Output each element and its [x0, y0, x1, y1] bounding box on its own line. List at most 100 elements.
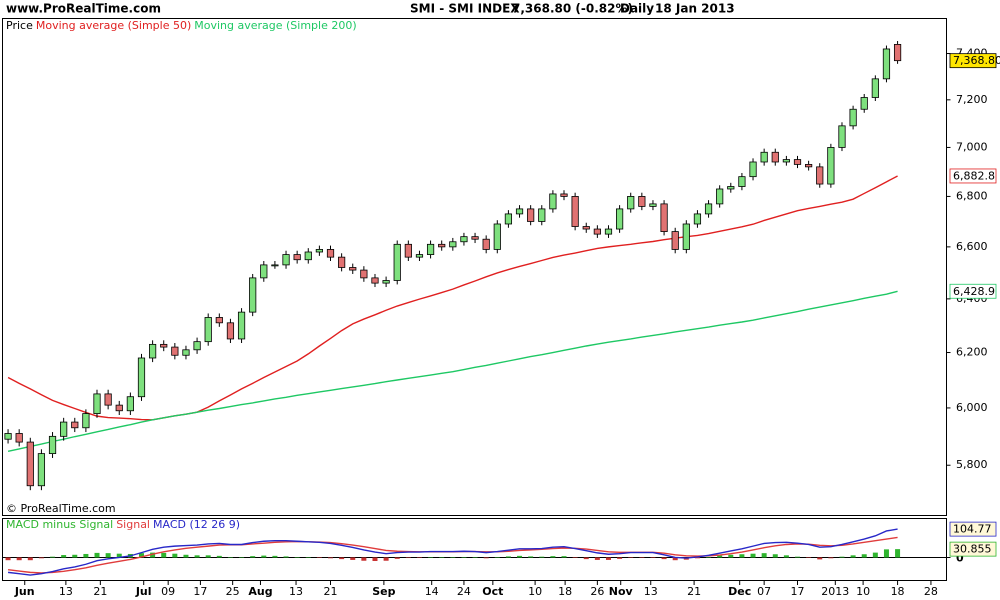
histogram-bar [561, 556, 567, 558]
x-tick-label: Dec [728, 585, 751, 598]
histogram-bar [83, 553, 89, 558]
candle-body [471, 236, 479, 240]
histogram-bar [895, 549, 901, 558]
candle-body [93, 393, 101, 414]
histogram-bar [628, 557, 634, 558]
x-tick-label: 21 [324, 585, 338, 598]
candle-body [693, 213, 702, 225]
moving-average-line [7, 290, 898, 452]
legend-entry: Moving average (Simple 50) [36, 19, 191, 32]
histogram-bar [772, 554, 778, 558]
histogram-bar [761, 553, 767, 558]
candle-body [749, 161, 757, 178]
candle-body [26, 441, 34, 487]
histogram-bar [795, 556, 801, 558]
histogram-bar [539, 556, 545, 558]
x-tick-label: 17 [193, 585, 207, 598]
y-tick-label: 6,800 [956, 189, 988, 202]
histogram-bar [706, 556, 712, 558]
histogram-bar [372, 557, 378, 562]
last-value-label: 104.77 [953, 523, 992, 536]
x-tick-label: 2013 [821, 585, 849, 598]
histogram-bar [617, 557, 623, 559]
x-tick-label: 07 [757, 585, 771, 598]
histogram-bar [150, 552, 156, 558]
candle-body [193, 341, 201, 351]
histogram-bar [405, 557, 411, 559]
histogram-bar [817, 557, 823, 560]
histogram-bar [27, 557, 33, 561]
candle-body [638, 196, 646, 207]
y-tick-label: 5,800 [956, 458, 988, 471]
candle-body [805, 164, 813, 168]
legend-entry: MACD minus Signal [6, 518, 113, 531]
candle-body [293, 254, 301, 261]
x-tick-label: 10 [856, 585, 870, 598]
histogram-bar [283, 556, 289, 558]
candle-body [360, 269, 368, 279]
histogram-bar [261, 555, 267, 558]
histogram-bar [839, 556, 845, 558]
candle-body [560, 193, 568, 197]
candle-body [382, 280, 390, 284]
histogram-bar [461, 557, 467, 558]
x-tick-label: 18 [558, 585, 572, 598]
histogram-bar [583, 557, 589, 560]
candle-body [793, 159, 802, 165]
candle-body [649, 203, 657, 207]
candle-body [249, 277, 257, 313]
histogram-bar [350, 557, 356, 560]
candle-body [149, 343, 157, 359]
candle-body [704, 203, 713, 215]
histogram-bar [739, 554, 745, 558]
histogram-bar [639, 557, 645, 558]
x-tick-label: 10 [528, 585, 542, 598]
candle-body [582, 226, 590, 230]
candle-body [371, 277, 379, 284]
period: Daily [620, 2, 654, 16]
y-tick-label: 7,000 [956, 140, 988, 153]
candle-body [104, 393, 112, 406]
histogram-bar [594, 557, 600, 560]
histogram-bar [439, 557, 445, 558]
last-value-box [949, 53, 997, 69]
candle-body [671, 231, 679, 250]
candle-body [404, 243, 412, 258]
histogram-bar [239, 557, 245, 558]
legend-entry: MACD (12 26 9) [153, 518, 240, 531]
y-tick-label: 6,000 [956, 401, 988, 414]
x-tick-label: 21 [93, 585, 107, 598]
last-value-label: 6,428.9 [953, 285, 995, 298]
candle-body [849, 108, 857, 127]
candle-body [593, 228, 601, 235]
x-tick-label: 13 [59, 585, 73, 598]
legend-entry: Signal [116, 518, 150, 531]
histogram-bar [38, 557, 44, 559]
last-value-box [949, 541, 997, 557]
histogram-bar [272, 555, 278, 558]
candle-body [137, 357, 146, 398]
candle-body [37, 453, 46, 487]
candle-body [716, 188, 724, 205]
candle-body [393, 243, 401, 281]
x-tick-label: 09 [161, 585, 175, 598]
x-tick-label: 13 [289, 585, 303, 598]
histogram-bar [16, 557, 22, 561]
candle-body [15, 433, 23, 443]
candle-body [538, 208, 546, 222]
histogram-bar [383, 557, 389, 561]
y-tick-label: 7,200 [956, 93, 988, 106]
candle-body [827, 147, 835, 185]
candle-body [82, 413, 90, 429]
histogram-bar [717, 555, 723, 558]
candle-body [660, 203, 668, 232]
x-tick-label: Nov [609, 585, 634, 598]
candle-body [449, 241, 457, 248]
histogram-bar [50, 556, 56, 558]
x-tick-label: 17 [791, 585, 805, 598]
histogram-bar [183, 554, 189, 558]
histogram-bar [828, 557, 834, 559]
candle-body [415, 254, 424, 258]
histogram-bar [517, 555, 523, 558]
last-value-label: 30.855 [953, 543, 992, 556]
